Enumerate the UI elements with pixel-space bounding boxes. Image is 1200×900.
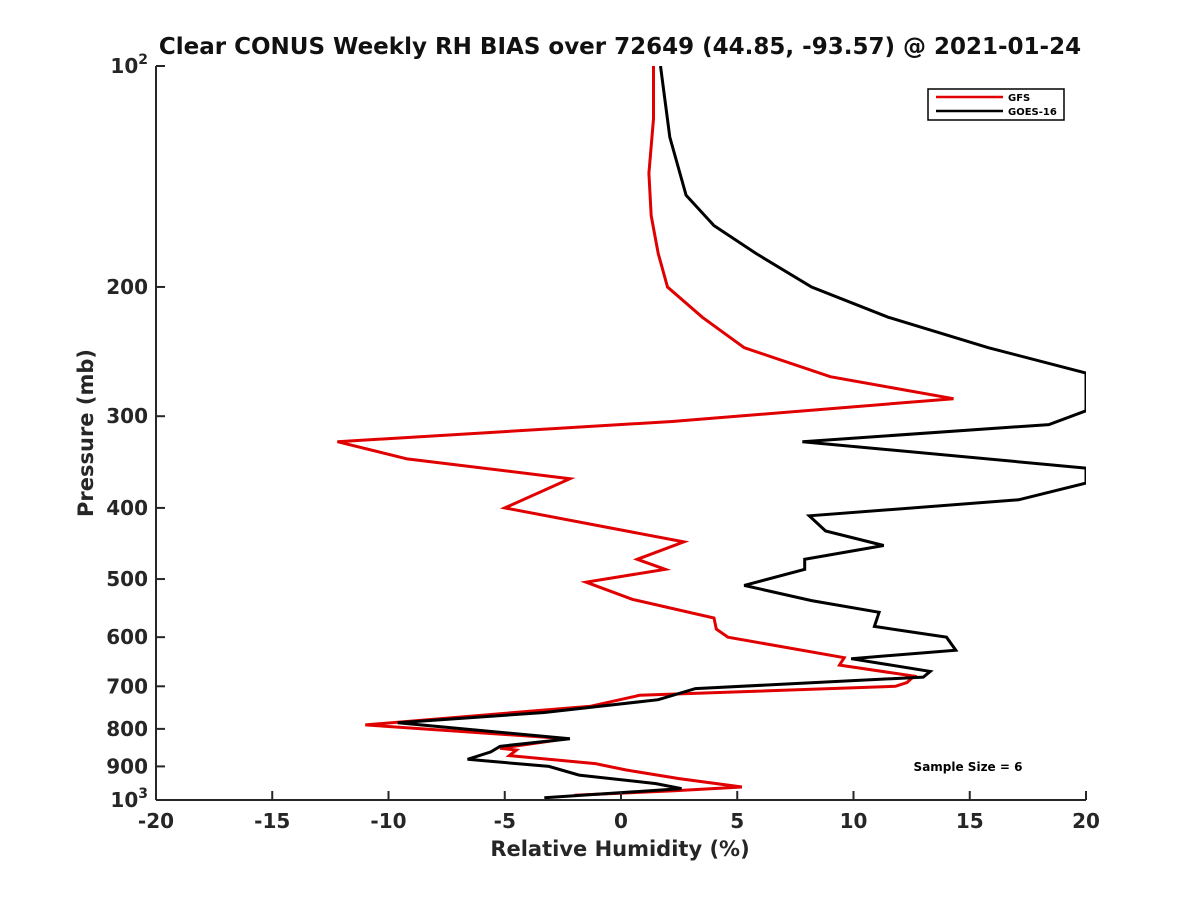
x-tick-label: 15 [956,809,984,833]
series-line-gfs [337,66,954,797]
x-tick-label: -5 [494,809,516,833]
y-tick-label: 200 [106,275,148,299]
x-tick-label: -20 [138,809,174,833]
x-tick-label: 5 [730,809,744,833]
y-axis-label: Pressure (mb) [74,349,98,517]
chart-legend: GFS GOES-16 [927,88,1065,121]
x-tick-label: 20 [1072,809,1100,833]
y-tick-label: 600 [106,625,148,649]
y-tick-label: 400 [106,496,148,520]
x-tick-label: -15 [254,809,290,833]
y-tick-label: 700 [106,674,148,698]
x-tick-label: 10 [840,809,868,833]
plot-area: -20 -15 -10 -5 0 5 10 15 20 102 200 300 400 500 600 700… [106,52,1100,833]
sample-size-annotation: Sample Size = 6 [914,760,1023,774]
x-tick-label: 0 [614,809,628,833]
series-line-goes-16 [397,66,1086,800]
y-tick-label: 102 [110,52,148,78]
y-tick-label: 300 [106,404,148,428]
y-tick-label: 103 [110,786,148,812]
y-tick-label: 500 [106,567,148,591]
legend-entry: GFS [1008,93,1030,104]
y-tick-label: 900 [106,754,148,778]
y-tick-label: 800 [106,717,148,741]
x-axis-label: Relative Humidity (%) [490,837,749,861]
legend-entry: GOES-16 [1008,107,1057,118]
x-tick-label: -10 [370,809,406,833]
chart-title: Clear CONUS Weekly RH BIAS over 72649 (4… [159,34,1081,60]
legend-box [927,88,1065,121]
